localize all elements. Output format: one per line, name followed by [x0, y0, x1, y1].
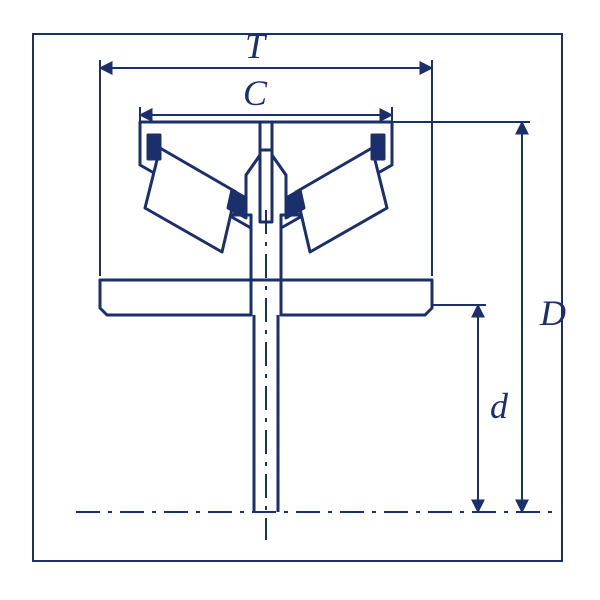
label-d: d: [490, 386, 509, 426]
top-gap: [260, 122, 272, 150]
dimension-d: [432, 305, 486, 512]
retainer-right-top: [372, 135, 384, 159]
dimension-D: [392, 122, 530, 512]
label-D: D: [539, 293, 566, 333]
label-T: T: [245, 26, 268, 66]
housing-outer: [100, 155, 432, 315]
retainer-left-top: [148, 135, 160, 159]
label-C: C: [243, 73, 268, 113]
